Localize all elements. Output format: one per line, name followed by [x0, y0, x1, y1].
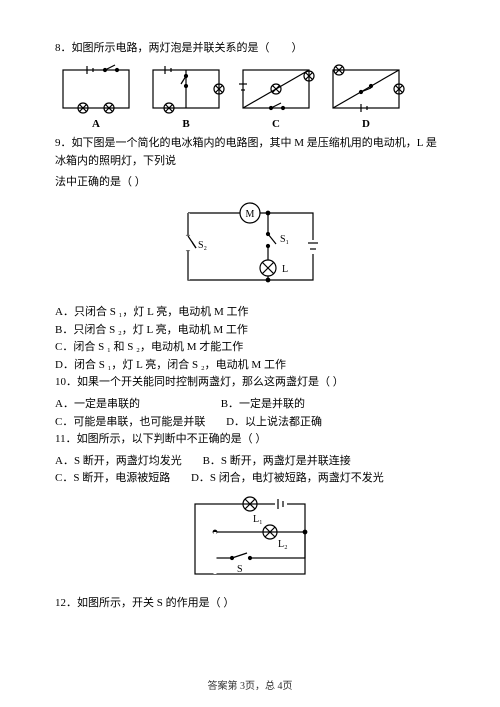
question-8: 8．如图所示电路，两灯泡是并联关系的是（ ）	[55, 40, 445, 58]
label-b: B	[145, 116, 227, 134]
q9-figure: M S₁ L S₂	[55, 198, 445, 298]
svg-text:S₁: S₁	[280, 234, 289, 245]
q11-optB: B．S 断开，两盏灯是并联连接	[203, 453, 351, 471]
q9-optB: B．只闭合 S ₂，灯 L 亮，电动机 M 工作	[55, 322, 445, 340]
svg-text:S: S	[237, 564, 243, 575]
question-11: 11．如图所示，以下判断中不正确的是（ ）	[55, 431, 445, 449]
label-c: C	[235, 116, 317, 134]
q10-opts-row2: C．可能是串联，也可能是并联 D．以上说法都正确	[55, 414, 445, 432]
q9-optD: D．闭合 S ₁，灯 L 亮，闭合 S ₂，电动机 M 工作	[55, 357, 445, 375]
svg-text:L₁: L₁	[253, 514, 263, 525]
q8-figures: A B C	[55, 62, 445, 134]
q11-figure: L₁ L₂ S	[55, 494, 445, 589]
q9-optA: A．只闭合 S ₁，灯 L 亮，电动机 M 工作	[55, 304, 445, 322]
q9-optC: C．闭合 S ₁ 和 S ₂，电动机 M 才能工作	[55, 339, 445, 357]
svg-text:L₂: L₂	[278, 539, 288, 550]
q11-optD: D．S 闭合，电灯被短路，两盏灯不发光	[191, 470, 384, 488]
q11-opts-row2: C．S 断开，电源被短路 D．S 闭合，电灯被短路，两盏灯不发光	[55, 470, 445, 488]
q10-optD: D．以上说法都正确	[226, 414, 322, 432]
circuit-d: D	[325, 62, 407, 134]
svg-text:L: L	[282, 264, 288, 275]
circuit-a: A	[55, 62, 137, 134]
svg-text:S₂: S₂	[198, 240, 207, 251]
page-footer: 答案第 3页，总 4页	[0, 679, 500, 695]
q9-text2: 法中正确的是（ ）	[55, 174, 445, 192]
question-9: 9．如下图是一个简化的电冰箱内的电路图，其中 M 是压缩机用的电动机，L 是冰箱…	[55, 135, 445, 170]
question-12: 12．如图所示，开关 S 的作用是（ ）	[55, 595, 445, 613]
q8-text: 8．如图所示电路，两灯泡是并联关系的是（ ）	[55, 42, 303, 54]
label-a: A	[55, 116, 137, 134]
svg-text:M: M	[245, 209, 254, 220]
circuit-b: B	[145, 62, 227, 134]
q10-optA: A．一定是串联的	[55, 396, 140, 414]
question-10: 10．如果一个开关能同时控制两盏灯，那么这两盏灯是（ ）	[55, 374, 445, 392]
q10-optC: C．可能是串联，也可能是并联	[55, 414, 205, 432]
q10-opts-row1: A．一定是串联的 B．一定是并联的	[55, 396, 445, 414]
q11-optC: C．S 断开，电源被短路	[55, 470, 170, 488]
q11-opts-row1: A．S 断开，两盏灯均发光 B．S 断开，两盏灯是并联连接	[55, 453, 445, 471]
label-d: D	[325, 116, 407, 134]
q9-text: 9．如下图是一个简化的电冰箱内的电路图，其中 M 是压缩机用的电动机，L 是冰箱…	[55, 137, 437, 167]
circuit-c: C	[235, 62, 317, 134]
q10-optB: B．一定是并联的	[221, 396, 305, 414]
q11-optA: A．S 断开，两盏灯均发光	[55, 453, 182, 471]
